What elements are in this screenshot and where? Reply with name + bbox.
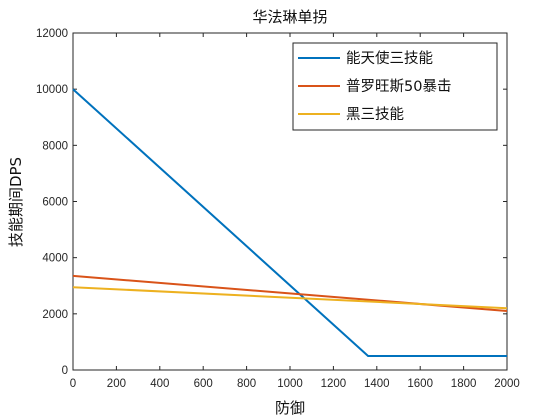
y-tick-label: 6000 xyxy=(42,197,68,209)
series-line-1 xyxy=(72,88,507,357)
legend-label: 能天使三技能 xyxy=(346,50,433,67)
plot-area: 0 200 400 600 800 1000 1200 1400 1600 1800 2000 0 20… xyxy=(36,28,520,390)
x-tick-label: 800 xyxy=(237,378,256,390)
y-tick-label: 2000 xyxy=(42,309,68,321)
chart-title: 华法琳单拐 xyxy=(252,8,327,26)
y-tick-label: 10000 xyxy=(36,84,68,96)
x-tick-label: 1600 xyxy=(407,378,433,390)
series-line-3 xyxy=(72,286,508,310)
x-tick-label: 0 xyxy=(70,378,76,390)
y-tick-label: 0 xyxy=(62,365,68,377)
y-axis-label: 技能期间DPS xyxy=(7,157,25,247)
x-tick-label: 400 xyxy=(150,378,169,390)
y-tick-label: 4000 xyxy=(42,253,68,265)
y-tick-label: 8000 xyxy=(42,140,68,152)
x-tick-label: 1000 xyxy=(277,378,303,390)
y-tick-label: 12000 xyxy=(36,28,68,40)
x-tick-label: 600 xyxy=(194,378,213,390)
legend-label: 普罗旺斯50暴击 xyxy=(346,78,451,95)
legend-label: 黑三技能 xyxy=(346,106,404,123)
x-tick-label: 1800 xyxy=(451,378,477,390)
x-tick-label: 2000 xyxy=(494,378,520,390)
x-tick-label: 200 xyxy=(107,378,126,390)
x-axis-label: 防御 xyxy=(275,399,305,417)
x-tick-label: 1200 xyxy=(321,378,347,390)
x-tick-label: 1400 xyxy=(364,378,390,390)
